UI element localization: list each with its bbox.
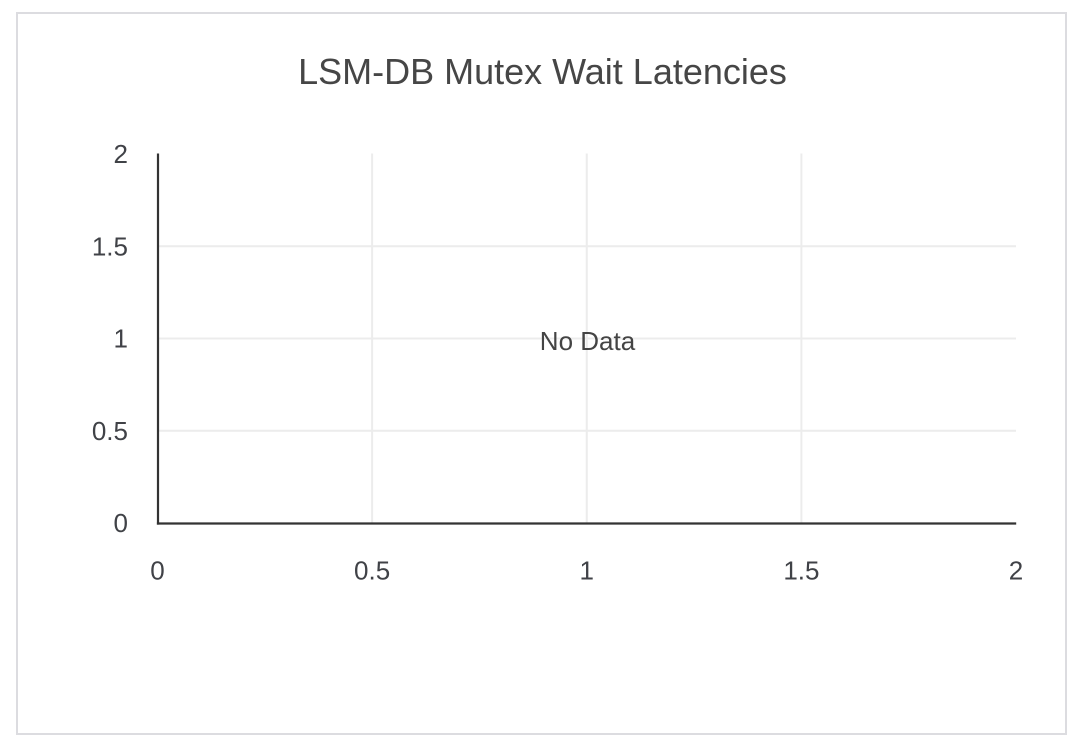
svg-text:0.5: 0.5: [92, 416, 128, 446]
svg-text:2: 2: [114, 139, 128, 169]
svg-text:1: 1: [580, 555, 594, 585]
svg-text:No Data: No Data: [540, 326, 636, 356]
svg-text:1.5: 1.5: [92, 231, 128, 261]
svg-text:1.5: 1.5: [783, 555, 819, 585]
svg-text:0: 0: [150, 555, 164, 585]
svg-text:0.5: 0.5: [354, 555, 390, 585]
svg-text:1: 1: [114, 324, 128, 354]
svg-text:LSM-DB Mutex Wait Latencies: LSM-DB Mutex Wait Latencies: [298, 51, 787, 92]
svg-text:0: 0: [114, 508, 128, 538]
svg-text:2: 2: [1009, 555, 1023, 585]
